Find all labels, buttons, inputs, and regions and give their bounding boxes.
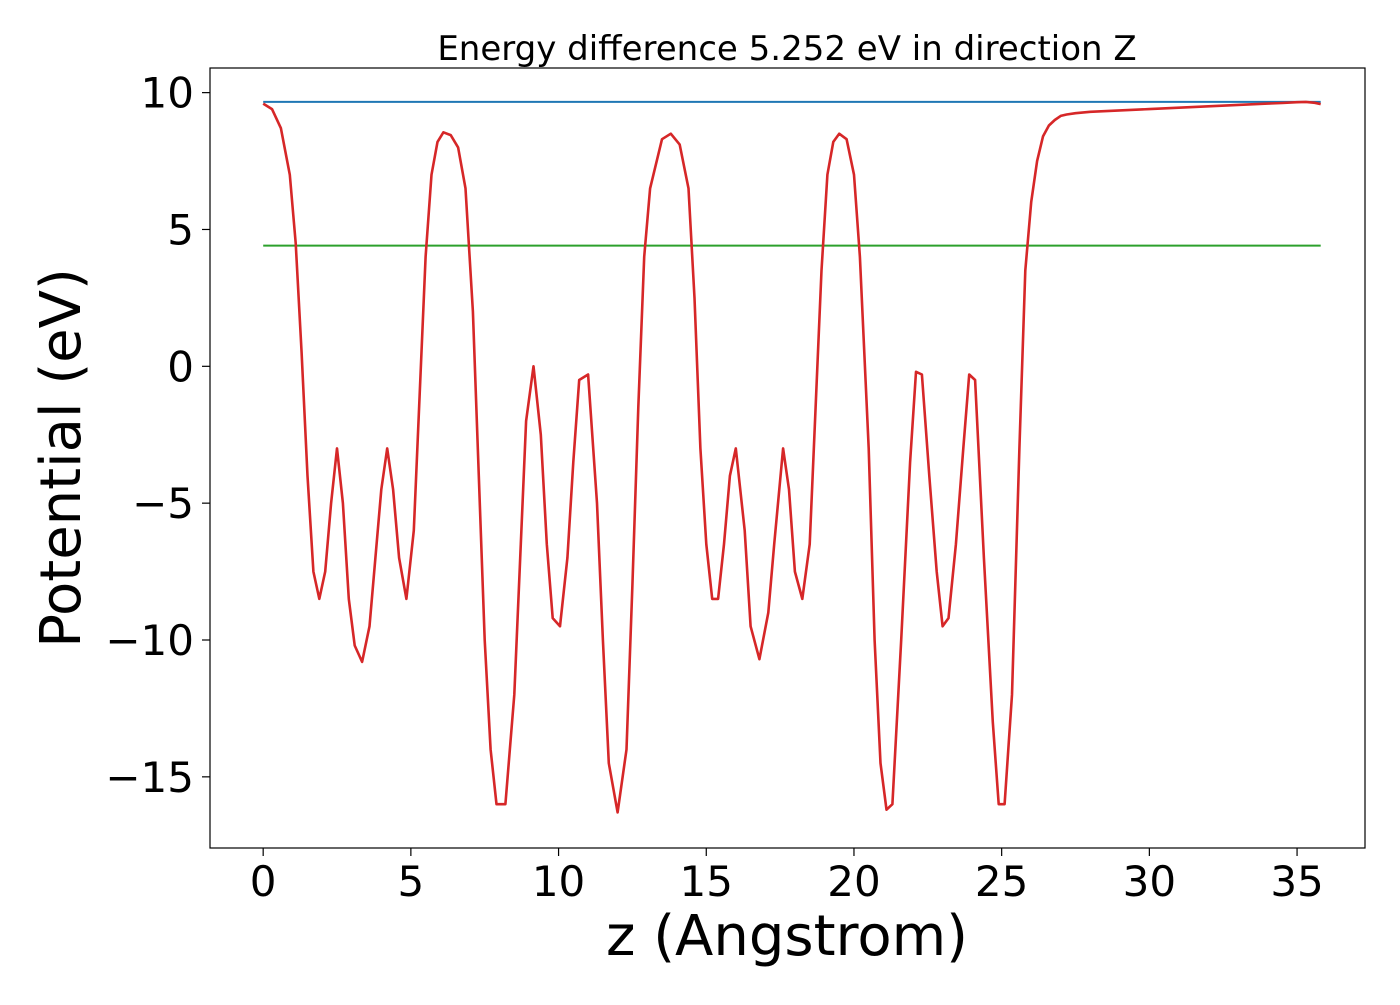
y-tick-label: −5 xyxy=(132,479,194,528)
x-tick-label: 20 xyxy=(827,857,880,906)
y-axis-ticks: 10 5 0 −5 −10 −15 xyxy=(105,69,210,802)
x-tick-label: 10 xyxy=(532,857,585,906)
y-axis-label: Potential (eV) xyxy=(29,268,94,648)
y-tick-label: −10 xyxy=(105,616,194,665)
chart-title: Energy difference 5.252 eV in direction … xyxy=(437,29,1136,69)
y-tick-label: 10 xyxy=(141,69,194,118)
y-tick-label: −15 xyxy=(105,753,194,802)
x-tick-label: 5 xyxy=(398,857,425,906)
series-line-3 xyxy=(262,100,1321,814)
x-axis-ticks: 0 5 10 15 20 25 30 35 xyxy=(250,848,1324,906)
x-tick-label: 30 xyxy=(1123,857,1176,906)
x-axis-label: z (Angstrom) xyxy=(606,904,968,969)
x-tick-label: 25 xyxy=(975,857,1028,906)
y-tick-label: 0 xyxy=(167,342,194,391)
x-tick-label: 0 xyxy=(250,857,277,906)
y-tick-label: 5 xyxy=(167,205,194,254)
x-tick-label: 35 xyxy=(1270,857,1323,906)
plot-lines xyxy=(262,100,1321,814)
x-tick-label: 15 xyxy=(680,857,733,906)
plot-frame xyxy=(209,67,1366,849)
